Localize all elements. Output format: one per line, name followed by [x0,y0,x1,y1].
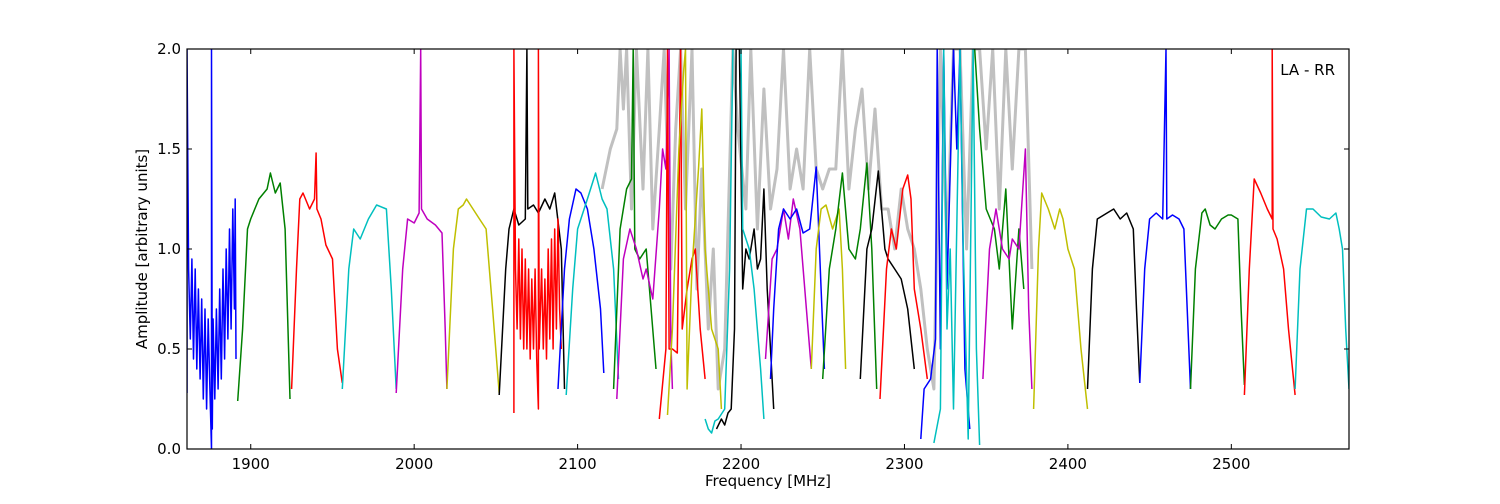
series-line-24 [933,49,981,446]
series-line-12 [658,49,706,420]
series-line-8 [557,188,605,390]
annotation-label: LA - RR [1280,61,1335,79]
series-line-2 [290,152,344,390]
series-line-18 [769,166,826,380]
series-line-25 [973,49,1025,330]
series-line-31 [1243,49,1296,396]
x-tick-label: 2400 [1049,455,1087,473]
series-line-28 [1086,208,1141,390]
series-line-1 [236,172,291,402]
series-line-3 [341,204,397,390]
series-line-30 [1189,208,1246,390]
y-tick-label: 1.5 [157,140,181,158]
x-tick-label: 2000 [395,455,433,473]
background-series-line [600,49,1034,391]
series-line-11 [616,49,674,400]
series-line-0 [187,49,237,449]
series-line-19 [810,204,847,370]
x-tick-label: 2500 [1212,455,1250,473]
series-group [187,49,1349,449]
series-line-23 [920,49,971,440]
x-tick-label: 2100 [559,455,597,473]
series-line-32 [1294,208,1349,390]
series-line-26 [982,148,1033,390]
series-line-17 [764,198,813,370]
series-line-13 [666,49,723,416]
series-line-27 [1032,192,1089,410]
series-line-7 [513,49,563,413]
axis-ticks: 1900 2000 2100 2200 2300 2400 2500 0.0 0.5 1.0 1.5… [157,40,1349,473]
y-tick-label: 0.5 [157,340,181,358]
series-line-14 [704,49,734,434]
x-tick-label: 2200 [722,455,760,473]
x-axis-label: Frequency [MHz] [705,472,831,490]
plot-frame [186,48,1350,450]
series-line-9 [565,172,620,396]
y-tick-label: 0.0 [157,440,181,458]
y-tick-label: 1.0 [157,240,181,258]
x-tick-label: 2300 [885,455,923,473]
series-line-22 [879,174,929,400]
series-line-15 [715,49,775,430]
y-tick-label: 2.0 [157,40,181,58]
series-line-29 [1139,49,1192,390]
series-line-20 [821,162,878,390]
series-line-4 [395,49,448,394]
series-line-21 [859,170,916,380]
y-axis-label: Amplitude [arbitrary units] [133,149,151,349]
x-tick-label: 1900 [232,455,270,473]
series-line-5 [446,198,500,394]
series-line-16 [740,49,765,420]
series-line-6 [498,49,566,396]
